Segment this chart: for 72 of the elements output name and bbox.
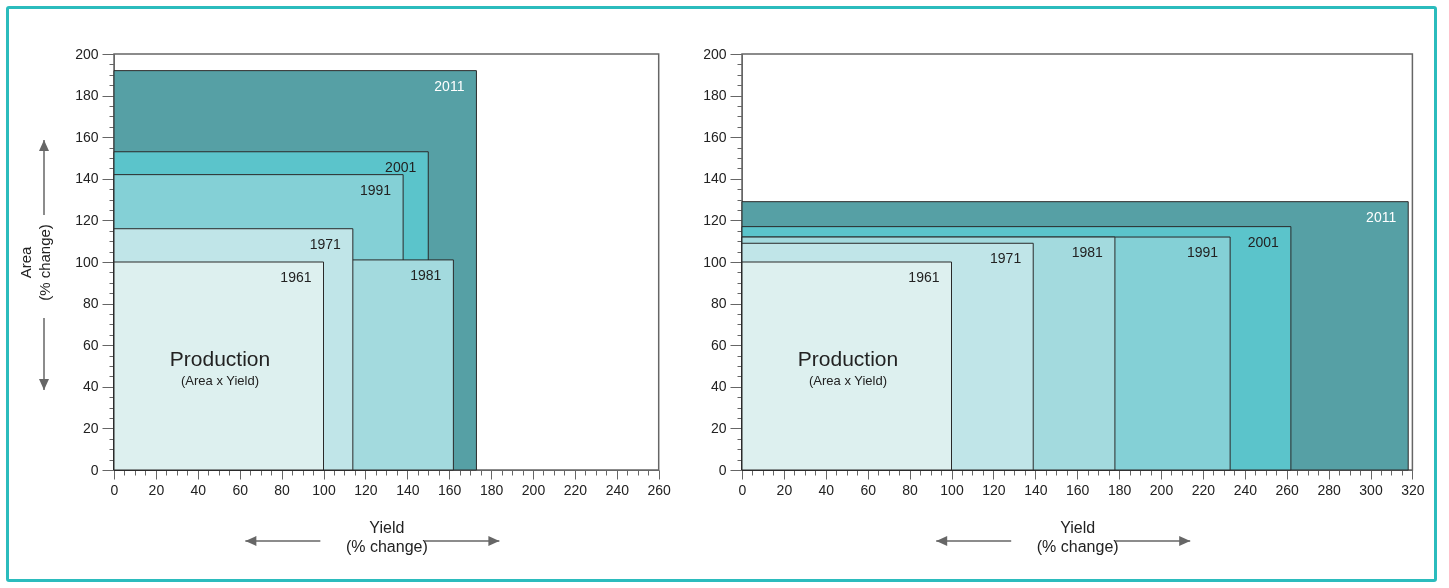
x-tick-label: 280 [1317, 481, 1341, 498]
x-tick-label: 20 [148, 481, 165, 498]
series-label: 1971 [990, 250, 1022, 267]
series-label: 1971 [309, 235, 342, 252]
series-label: 1991 [359, 181, 392, 198]
series-label: 1981 [410, 266, 442, 283]
y-tick-label: 160 [75, 128, 99, 145]
x-tick-label: 60 [232, 481, 249, 498]
series-label: 1961 [908, 269, 940, 285]
annotation: (Area x Yield) [808, 373, 888, 388]
y-tick-label: 60 [82, 336, 99, 353]
x-tick-label: 0 [110, 481, 119, 498]
y-tick-label: 0 [718, 461, 727, 478]
x-tick-label: 120 [354, 481, 378, 498]
y-tick-label: 40 [710, 378, 727, 395]
annotation: (Area x Yield) [180, 373, 260, 388]
y-tick-label: 200 [703, 45, 727, 62]
y-tick-label: 100 [703, 253, 727, 270]
x-tick-label: 20 [776, 481, 793, 498]
series-label: 1981 [1071, 244, 1104, 261]
series-label: 1991 [1186, 244, 1219, 261]
y-axis-title: Area (% change) [17, 224, 54, 301]
x-tick-label: 140 [1024, 481, 1048, 498]
y-tick-label: 120 [75, 211, 99, 228]
x-tick-label: 220 [1191, 481, 1216, 498]
x-tick-label: 60 [860, 481, 877, 498]
x-tick-label: 160 [1066, 481, 1090, 498]
series-label: 2011 [434, 77, 465, 94]
x-tick-label: 120 [982, 481, 1006, 498]
y-tick-label: 80 [710, 295, 727, 312]
y-tick-label: 200 [75, 45, 99, 62]
y-tick-label: 160 [703, 128, 727, 145]
y-tick-label: 140 [703, 170, 727, 187]
x-tick-label: 40 [818, 481, 835, 498]
x-tick-label: 100 [940, 481, 964, 498]
y-tick-label: 100 [75, 253, 99, 270]
x-tick-label: 320 [1401, 481, 1425, 498]
y-tick-label: 180 [703, 87, 727, 104]
x-tick-label: 140 [396, 481, 420, 498]
x-tick-label: 220 [563, 481, 588, 498]
x-tick-label: 180 [479, 481, 504, 498]
x-axis-title: Yield (% change) [345, 518, 428, 555]
y-tick-label: 20 [710, 419, 727, 436]
series-label: 2011 [1366, 208, 1397, 225]
y-tick-label: 20 [82, 419, 99, 436]
x-tick-label: 40 [190, 481, 207, 498]
y-tick-label: 60 [710, 336, 727, 353]
x-tick-label: 160 [438, 481, 462, 498]
x-axis-title: Yield (% change) [1036, 518, 1119, 555]
y-tick-label: 0 [90, 461, 99, 478]
series-label: 1961 [280, 269, 312, 285]
x-tick-label: 100 [312, 481, 336, 498]
x-tick-label: 0 [738, 481, 747, 498]
x-tick-label: 240 [1233, 481, 1258, 498]
x-tick-label: 240 [605, 481, 630, 498]
annotation: Production [797, 347, 899, 370]
series-label: 2001 [385, 158, 417, 175]
y-tick-label: 140 [75, 170, 99, 187]
x-tick-label: 80 [274, 481, 291, 498]
series-label: 2001 [1247, 233, 1280, 250]
y-tick-label: 180 [75, 87, 99, 104]
y-tick-label: 80 [82, 295, 99, 312]
x-tick-label: 300 [1359, 481, 1383, 498]
x-tick-label: 200 [521, 481, 546, 498]
x-tick-label: 200 [1149, 481, 1174, 498]
x-tick-label: 260 [1275, 481, 1300, 498]
x-tick-label: 260 [647, 481, 672, 498]
x-tick-label: 80 [902, 481, 919, 498]
annotation: Production [169, 347, 271, 370]
x-tick-label: 180 [1107, 481, 1132, 498]
y-tick-label: 120 [703, 211, 727, 228]
y-tick-label: 40 [82, 378, 99, 395]
